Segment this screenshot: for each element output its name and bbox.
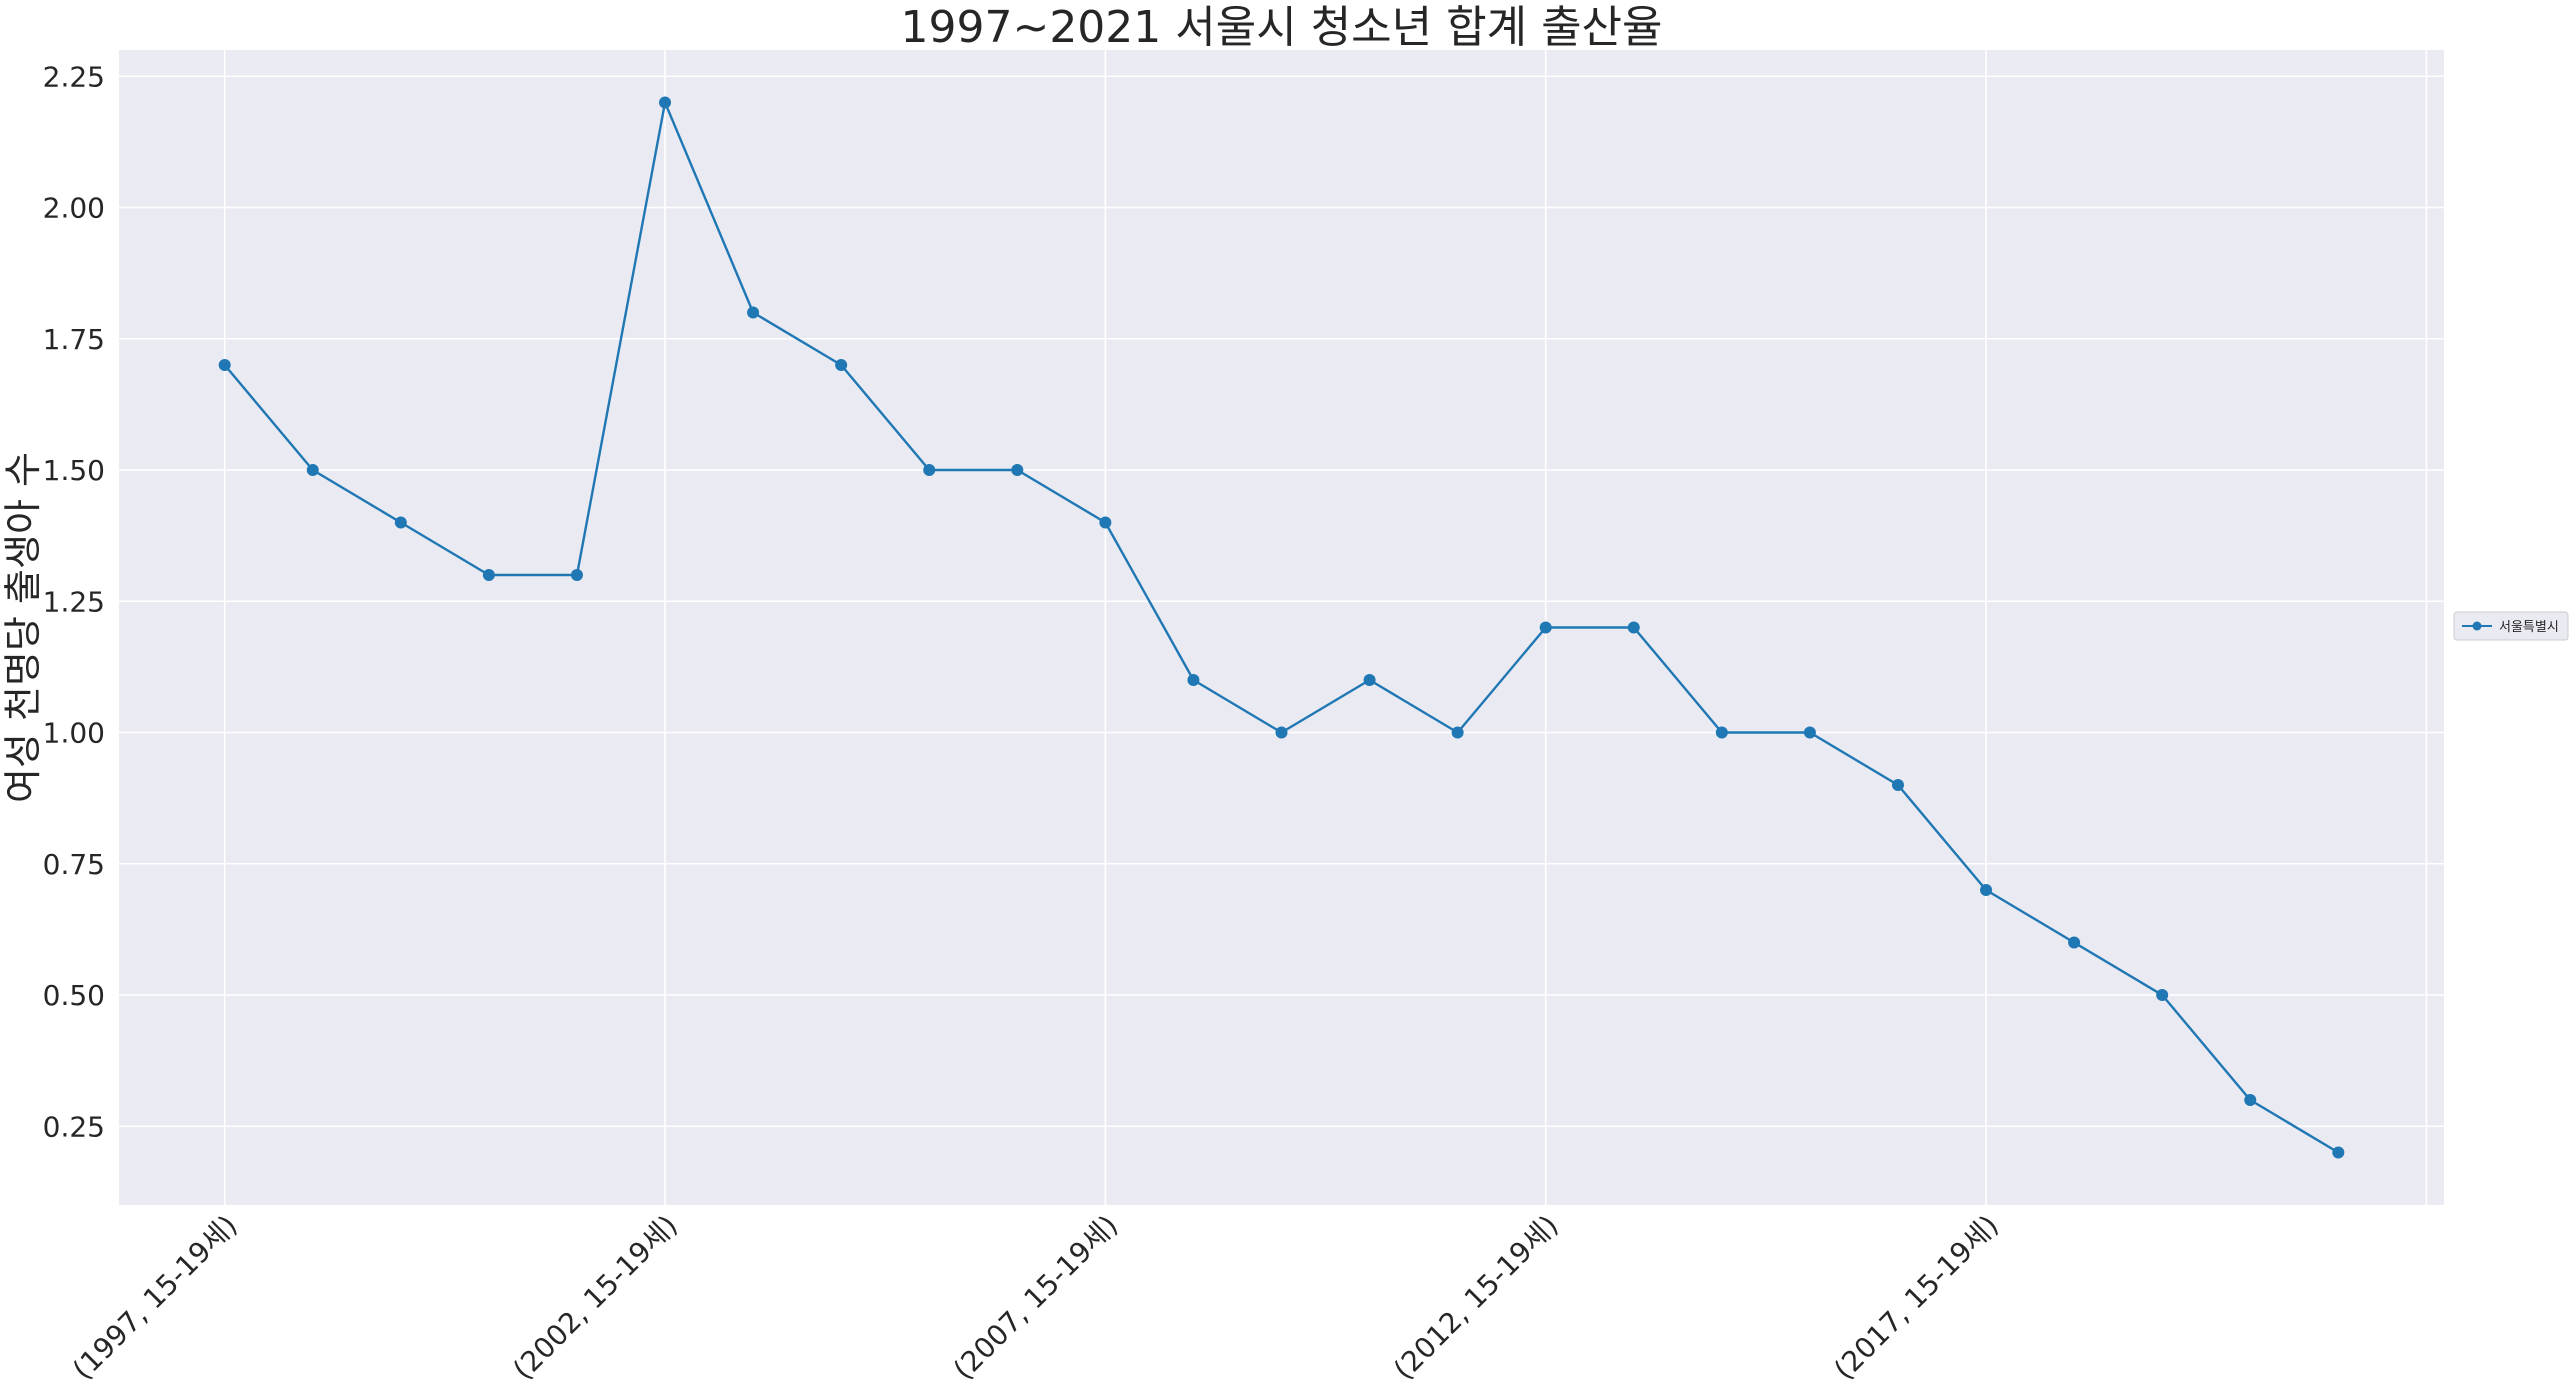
y-tick-label: 2.00: [43, 192, 105, 225]
y-tick-label: 0.50: [43, 979, 105, 1012]
data-point: [218, 359, 231, 371]
x-tick-label: (2002, 15-19세): [506, 1209, 684, 1387]
legend-box: [2453, 611, 2569, 641]
data-point: [923, 464, 936, 476]
data-point: [1011, 464, 1024, 476]
data-point: [1715, 726, 1728, 739]
data-point: [835, 359, 848, 371]
data-point: [1980, 884, 1993, 896]
y-axis-ticks: 0.25 0.50 0.75 1.00 1.25 1.50 1.75 2.00 2.25: [43, 60, 105, 1143]
legend-entry-label: 서울특별시: [2499, 620, 2559, 635]
data-point: [1363, 674, 1376, 686]
data-point: [2244, 1094, 2257, 1106]
data-point: [394, 516, 407, 529]
data-point: [1099, 516, 1112, 529]
x-tick-label: (2007, 15-19세): [947, 1209, 1125, 1387]
series-layer: [218, 96, 2345, 1159]
legend-point-marker: [2472, 621, 2482, 631]
x-tick-label: (1997, 15-19세): [66, 1209, 244, 1387]
plot-area: [119, 50, 2444, 1205]
data-point: [1539, 621, 1552, 634]
data-point: [1451, 726, 1464, 739]
y-tick-label: 1.25: [43, 585, 105, 618]
data-point: [306, 464, 319, 476]
y-tick-label: 1.00: [43, 717, 105, 750]
y-tick-label: 2.25: [43, 60, 105, 93]
data-point: [2156, 989, 2169, 1001]
x-tick-label: (2017, 15-19세): [1827, 1209, 2005, 1387]
y-tick-label: 1.50: [43, 454, 105, 487]
data-point: [2332, 1146, 2345, 1159]
data-point: [570, 569, 583, 581]
data-point: [1627, 621, 1640, 634]
y-tick-label: 1.75: [43, 323, 105, 356]
data-point: [659, 96, 672, 109]
data-point: [1803, 726, 1816, 739]
data-point: [482, 569, 495, 581]
chart-title: 1997~2021 서울시 청소년 합계 출산율: [900, 2, 1662, 53]
data-point: [2068, 936, 2081, 949]
data-point: [1275, 726, 1288, 739]
data-point: [1891, 779, 1904, 791]
x-axis-ticks: (1997, 15-19세) (2002, 15-19세) (2007, 15-19…: [66, 1209, 2005, 1387]
data-point: [747, 306, 760, 319]
y-tick-label: 0.75: [43, 848, 105, 881]
data-point: [1187, 674, 1200, 686]
y-axis-label: 여성 천명당 출생아 수: [1, 452, 45, 803]
legend: 서울특별시: [2453, 611, 2569, 641]
y-tick-label: 0.25: [43, 1110, 105, 1143]
x-tick-label: (2012, 15-19세): [1387, 1209, 1565, 1387]
